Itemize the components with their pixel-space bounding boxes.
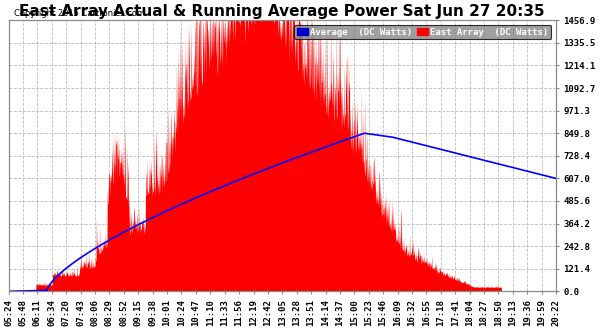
Legend: Average  (DC Watts), East Array  (DC Watts): Average (DC Watts), East Array (DC Watts… xyxy=(294,25,551,39)
Text: Copyright 2015 Cartronics.com: Copyright 2015 Cartronics.com xyxy=(14,9,145,17)
Title: East Array Actual & Running Average Power Sat Jun 27 20:35: East Array Actual & Running Average Powe… xyxy=(19,4,545,19)
